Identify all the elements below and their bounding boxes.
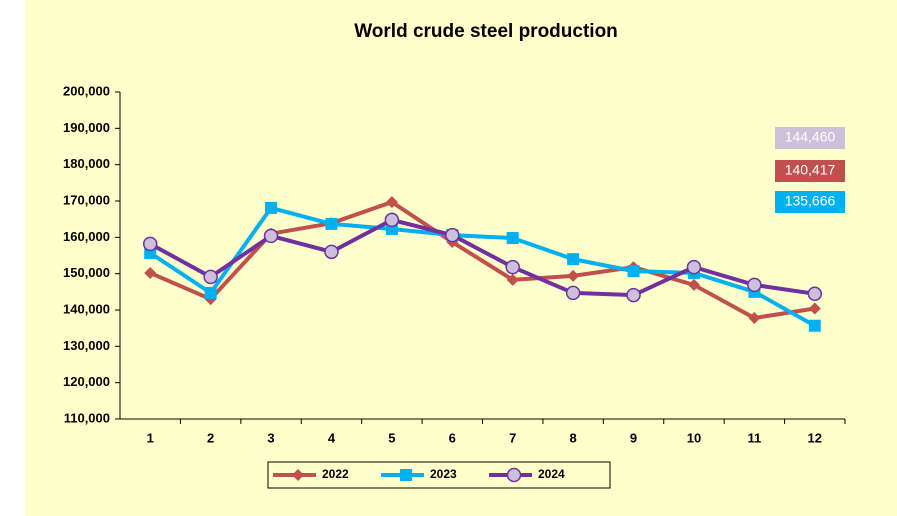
x-tick-label: 8 xyxy=(570,430,577,445)
x-tick-label: 3 xyxy=(267,430,274,445)
data-point xyxy=(506,273,519,286)
data-point xyxy=(505,259,520,275)
data-point xyxy=(265,201,278,214)
legend-label: 2024 xyxy=(538,467,565,481)
legend-label: 2022 xyxy=(322,467,349,481)
legend-label: 2023 xyxy=(430,467,457,481)
end-label: 135,666 xyxy=(785,193,836,209)
x-tick-label: 2 xyxy=(207,430,214,445)
x-tick-label: 1 xyxy=(147,430,154,445)
data-point xyxy=(808,319,821,332)
series-line xyxy=(149,217,816,298)
x-tick-label: 10 xyxy=(687,430,701,445)
data-point xyxy=(385,196,398,209)
data-point xyxy=(445,227,460,243)
y-tick-label: 120,000 xyxy=(63,374,110,389)
data-point xyxy=(626,287,641,303)
x-tick-label: 4 xyxy=(328,430,336,445)
data-point xyxy=(567,269,580,282)
x-tick-label: 9 xyxy=(630,430,637,445)
data-point xyxy=(142,236,158,252)
y-tick-label: 190,000 xyxy=(63,120,110,135)
x-tick-label: 5 xyxy=(388,430,395,445)
data-point xyxy=(627,265,640,278)
legend-marker xyxy=(506,467,522,483)
data-point xyxy=(687,278,700,291)
y-tick-label: 180,000 xyxy=(63,156,110,171)
y-tick-label: 130,000 xyxy=(63,338,110,353)
data-point xyxy=(807,286,823,302)
y-tick-label: 200,000 xyxy=(63,83,110,98)
data-point xyxy=(203,269,218,285)
end-label: 144,460 xyxy=(785,129,836,145)
y-tick-label: 160,000 xyxy=(63,229,110,244)
chart-title: World crude steel production xyxy=(354,21,618,42)
data-point xyxy=(748,311,761,324)
x-tick-label: 6 xyxy=(449,430,456,445)
y-tick-label: 170,000 xyxy=(63,192,110,207)
data-point xyxy=(506,232,519,245)
end-label-box xyxy=(775,160,845,182)
data-point xyxy=(808,302,821,315)
data-point xyxy=(384,212,400,228)
data-point xyxy=(565,285,581,301)
data-point xyxy=(204,286,217,299)
y-tick-label: 150,000 xyxy=(63,265,110,280)
data-point xyxy=(144,266,157,279)
end-label-box xyxy=(775,191,845,213)
series-line xyxy=(149,205,816,328)
y-tick-label: 110,000 xyxy=(64,410,110,425)
x-tick-label: 11 xyxy=(748,430,762,445)
x-tick-label: 12 xyxy=(808,430,822,445)
background xyxy=(25,0,897,516)
data-point xyxy=(263,228,279,244)
data-point xyxy=(747,277,762,293)
data-point xyxy=(686,259,702,275)
end-label: 140,417 xyxy=(785,162,836,178)
data-point xyxy=(325,217,338,230)
y-tick-label: 140,000 xyxy=(63,301,110,316)
data-point xyxy=(567,253,580,266)
x-tick-label: 7 xyxy=(509,430,516,445)
legend-marker xyxy=(400,469,412,481)
data-point xyxy=(324,244,339,260)
end-label-box xyxy=(775,127,845,149)
legend-box xyxy=(267,461,611,489)
legend-marker xyxy=(292,469,304,481)
